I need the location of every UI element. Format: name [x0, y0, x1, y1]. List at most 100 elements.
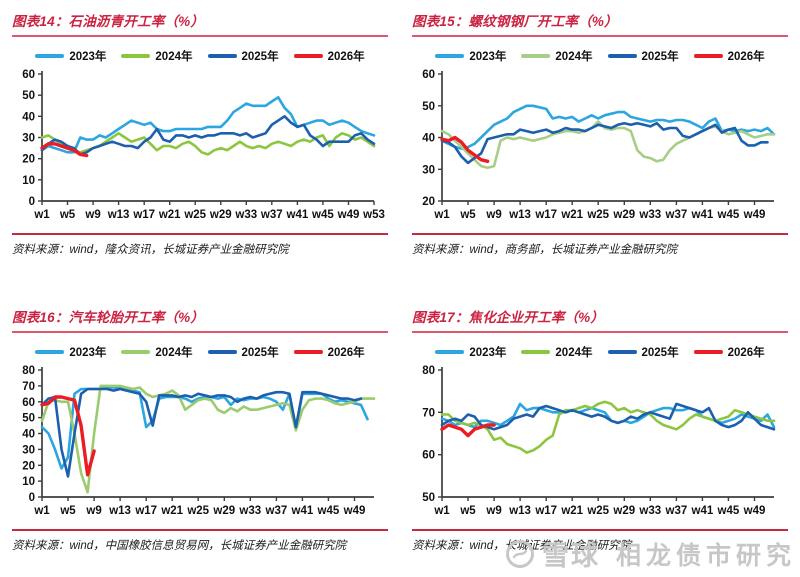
- svg-text:50: 50: [422, 101, 435, 113]
- legend-item-2023年: 2023年: [435, 48, 506, 64]
- line-plot-svg: 20 30 40 50 60 w1 w5 w9 w13 w17 w21 w25 w29 w33 w37 w41…: [422, 69, 776, 221]
- svg-text:w1: w1: [33, 209, 50, 221]
- svg-text:w41: w41: [691, 209, 714, 221]
- svg-text:w29: w29: [612, 505, 635, 517]
- svg-text:w29: w29: [612, 209, 635, 221]
- svg-text:w1: w1: [33, 505, 50, 517]
- svg-text:w49: w49: [337, 209, 360, 221]
- svg-text:10: 10: [22, 175, 35, 187]
- svg-text:w17: w17: [534, 505, 557, 517]
- svg-text:w9: w9: [485, 209, 501, 221]
- svg-text:w21: w21: [158, 209, 181, 221]
- legend-label: 2026年: [327, 51, 365, 63]
- chart-legend: 2023年 2024年 2025年 2026年: [412, 49, 788, 63]
- chart-title: 图表14：石油沥青开工率（%）: [12, 14, 205, 29]
- chart-legend: 2023年 2024年 2025年 2026年: [12, 49, 388, 63]
- legend-swatch: [293, 350, 323, 354]
- legend-swatch: [607, 350, 637, 354]
- svg-text:70: 70: [422, 407, 435, 419]
- svg-text:w9: w9: [485, 505, 501, 517]
- series-2025年: [440, 402, 776, 431]
- svg-text:10: 10: [22, 476, 35, 488]
- source-note: 资料来源：wind，隆众资讯，长城证券产业金融研究院: [12, 233, 388, 257]
- line-chart: 0 10 20 30 40 50 60 w1 w5 w9 w13 w17 w21 w25 w29 w33 w37…: [12, 67, 388, 229]
- chart-title: 图表17：焦化企业开工率（%）: [412, 310, 605, 325]
- svg-text:w5: w5: [459, 505, 476, 517]
- legend-item-2026年: 2026年: [693, 48, 765, 64]
- chart-panel-asphalt: 图表14：石油沥青开工率（%） 2023年 2024年 2025年 2026年 0 10…: [12, 10, 388, 257]
- legend-item-2025年: 2025年: [207, 344, 279, 360]
- svg-text:20: 20: [22, 460, 35, 472]
- svg-text:w37: w37: [265, 505, 288, 517]
- legend-item-2023年: 2023年: [35, 344, 106, 360]
- svg-text:50: 50: [422, 492, 435, 504]
- series-2025年: [440, 121, 769, 165]
- svg-text:20: 20: [422, 196, 435, 208]
- legend-swatch: [693, 54, 723, 58]
- legend-swatch: [35, 54, 65, 58]
- svg-text:w45: w45: [717, 505, 740, 517]
- svg-text:50: 50: [22, 90, 35, 102]
- svg-text:w41: w41: [286, 209, 309, 221]
- svg-text:60: 60: [422, 450, 435, 462]
- svg-text:60: 60: [22, 69, 35, 81]
- legend-swatch: [607, 54, 637, 58]
- svg-text:w25: w25: [586, 209, 609, 221]
- legend-item-2025年: 2025年: [607, 48, 679, 64]
- legend-label: 2024年: [155, 51, 193, 63]
- legend-swatch: [521, 350, 551, 354]
- chart-panel-rebar: 图表15：螺纹钢钢厂开工率（%） 2023年 2024年 2025年 2026年 20…: [412, 10, 788, 257]
- svg-text:w45: w45: [717, 209, 740, 221]
- legend-label: 2025年: [641, 51, 679, 63]
- svg-text:w21: w21: [560, 505, 583, 517]
- chart-title: 图表16：汽车轮胎开工率（%）: [12, 310, 205, 325]
- svg-text:w33: w33: [638, 505, 661, 517]
- svg-text:w5: w5: [459, 209, 476, 221]
- svg-text:w49: w49: [743, 209, 766, 221]
- legend-label: 2024年: [555, 51, 593, 63]
- legend-swatch: [435, 350, 465, 354]
- svg-text:70: 70: [22, 381, 35, 393]
- legend-label: 2026年: [727, 347, 765, 359]
- svg-text:20: 20: [22, 154, 35, 166]
- legend-swatch: [435, 54, 465, 58]
- svg-text:80: 80: [422, 365, 435, 377]
- svg-text:w49: w49: [743, 505, 766, 517]
- svg-text:w17: w17: [132, 209, 155, 221]
- series-2026年: [40, 395, 96, 477]
- svg-text:60: 60: [422, 69, 435, 81]
- legend-swatch: [521, 54, 551, 58]
- svg-text:w37: w37: [260, 209, 283, 221]
- legend-swatch: [293, 54, 323, 58]
- series-2024年: [440, 400, 776, 454]
- chart-legend: 2023年 2024年 2025年 2026年: [412, 345, 788, 359]
- source-note: 资料来源：wind，商务部，长城证券产业金融研究院: [412, 233, 788, 257]
- legend-label: 2024年: [555, 347, 593, 359]
- legend-item-2024年: 2024年: [521, 344, 593, 360]
- series-2026年: [40, 142, 89, 158]
- line-chart: 20 30 40 50 60 w1 w5 w9 w13 w17 w21 w25 w29 w33 w37 w41…: [412, 67, 788, 229]
- svg-text:60: 60: [22, 397, 35, 409]
- legend-swatch: [121, 54, 151, 58]
- chart-legend: 2023年 2024年 2025年 2026年: [12, 345, 388, 359]
- svg-text:w37: w37: [665, 505, 688, 517]
- legend-label: 2023年: [69, 51, 107, 63]
- legend-item-2026年: 2026年: [693, 344, 765, 360]
- svg-text:w45: w45: [311, 209, 334, 221]
- legend-label: 2025年: [641, 347, 679, 359]
- legend-label: 2023年: [469, 51, 507, 63]
- svg-text:w13: w13: [107, 209, 130, 221]
- line-plot-svg: 0 10 20 30 40 50 60 w1 w5 w9 w13 w17 w21 w25 w29 w33 w37…: [22, 69, 385, 221]
- legend-label: 2025年: [241, 347, 279, 359]
- svg-text:30: 30: [422, 164, 435, 176]
- legend-item-2026年: 2026年: [293, 48, 365, 64]
- svg-text:w13: w13: [508, 209, 531, 221]
- svg-text:w33: w33: [234, 209, 257, 221]
- legend-item-2024年: 2024年: [121, 344, 193, 360]
- svg-text:50: 50: [22, 413, 35, 425]
- legend-swatch: [207, 350, 237, 354]
- svg-text:30: 30: [22, 444, 35, 456]
- svg-text:w9: w9: [84, 209, 100, 221]
